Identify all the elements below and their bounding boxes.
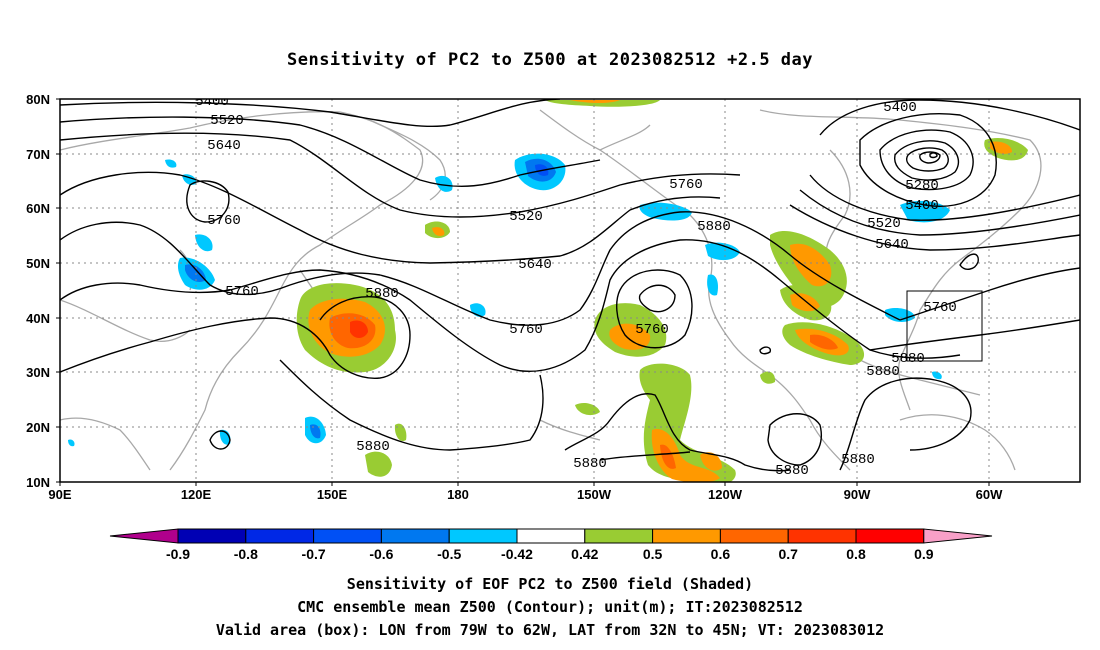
colorbar-segment [652, 528, 721, 544]
colorbar-segment [380, 528, 450, 544]
lon-label: 150E [317, 487, 348, 502]
tick-marks [56, 98, 990, 486]
colorbar-segment [177, 528, 247, 544]
colorbar: -0.9 -0.8 -0.7 -0.6 -0.5 -0.42 0.42 0.5 … [109, 528, 993, 562]
map-frame [59, 98, 1081, 483]
caption-line-1: Sensitivity of EOF PC2 to Z500 field (Sh… [346, 575, 754, 593]
lat-label: 40N [26, 311, 50, 326]
contour-label: 5880 [356, 439, 390, 455]
lon-label: 60W [976, 487, 1003, 502]
sensitivity-shading [68, 100, 1028, 482]
gridlines [60, 99, 1080, 482]
colorbar-label: -0.8 [234, 546, 258, 562]
colorbar-label: 0.42 [571, 546, 598, 562]
contour-label: 5760 [225, 284, 259, 300]
colorbar-segment [855, 528, 925, 544]
contour-label: 5880 [841, 452, 875, 468]
contour-label: 5400 [905, 198, 939, 214]
colorbar-left-triangle [109, 528, 179, 544]
colorbar-segment [516, 528, 586, 544]
lon-label: 120W [708, 487, 743, 502]
lat-label: 70N [26, 147, 50, 162]
colorbar-segment [719, 528, 789, 544]
contour-label: 5640 [207, 138, 241, 154]
contour-label: 5520 [509, 209, 543, 225]
latitude-labels: 80N 70N 60N 50N 40N 30N 20N 10N [26, 92, 50, 490]
contour-label: 5760 [669, 177, 703, 193]
colorbar-label: 0.9 [914, 546, 934, 562]
contour-label: 5400 [883, 100, 917, 116]
contour-label: 5760 [207, 213, 241, 229]
colorbar-label: 0.5 [643, 546, 663, 562]
contour-label: 5880 [775, 463, 809, 479]
contour-label: 5760 [635, 322, 669, 338]
lat-label: 50N [26, 256, 50, 271]
caption-line-2: CMC ensemble mean Z500 (Contour); unit(m… [297, 598, 803, 616]
colorbar-label: -0.42 [501, 546, 533, 562]
colorbar-label: 0.6 [711, 546, 731, 562]
colorbar-label: -0.6 [369, 546, 393, 562]
colorbar-label: -0.9 [166, 546, 190, 562]
colorbar-segment [245, 528, 315, 544]
lon-label: 90E [48, 487, 71, 502]
colorbar-segment [787, 528, 857, 544]
contour-label: 5880 [891, 351, 925, 367]
caption-line-3: Valid area (box): LON from 79W to 62W, L… [215, 621, 885, 639]
lon-label: 90W [844, 487, 871, 502]
colorbar-label: 0.7 [778, 546, 798, 562]
contour-label: 5400 [195, 94, 229, 110]
lon-label: 150W [577, 487, 612, 502]
colorbar-label: -0.7 [302, 546, 326, 562]
contour-label: 5880 [866, 364, 900, 380]
contour-labels: 5400 5520 5640 5760 5760 5880 5520 5640 … [195, 94, 957, 479]
chart-title: Sensitivity of PC2 to Z500 at 2023082512… [286, 50, 813, 70]
contour-label: 5640 [875, 237, 909, 253]
z500-contours [60, 99, 1080, 472]
lat-label: 80N [26, 92, 50, 107]
colorbar-segment [584, 528, 654, 544]
colorbar-right-triangle [923, 528, 993, 544]
contour-label: 5640 [518, 257, 552, 273]
lon-label: 120E [181, 487, 212, 502]
contour-label: 5520 [210, 113, 244, 129]
contour-label: 5280 [905, 178, 939, 194]
colorbar-label: -0.5 [437, 546, 461, 562]
colorbar-segment [313, 528, 382, 544]
lat-label: 10N [26, 475, 50, 490]
contour-label: 5880 [365, 286, 399, 302]
sensitivity-map: 5400 5520 5640 5760 5760 5880 5520 5640 … [26, 92, 1081, 562]
lat-label: 30N [26, 365, 50, 380]
contour-label: 5760 [923, 300, 957, 316]
colorbar-segment [448, 528, 518, 544]
longitude-labels: 90E 120E 150E 180 150W 120W 90W 60W [48, 487, 1003, 502]
contour-label: 5760 [509, 322, 543, 338]
lat-label: 20N [26, 420, 50, 435]
colorbar-label: 0.8 [846, 546, 866, 562]
valid-area-box [906, 290, 983, 362]
lat-label: 60N [26, 201, 50, 216]
contour-label: 5880 [573, 456, 607, 472]
contour-label: 5520 [867, 216, 901, 232]
lon-label: 180 [447, 487, 469, 502]
contour-label: 5880 [697, 219, 731, 235]
